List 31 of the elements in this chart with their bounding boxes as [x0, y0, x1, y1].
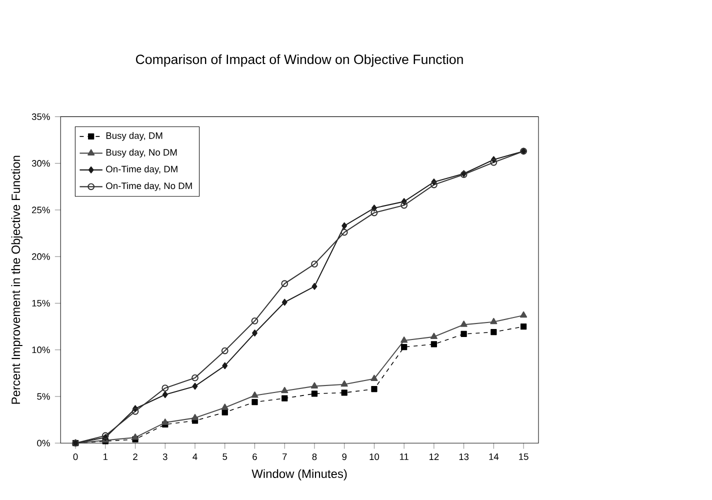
x-tick-label: 8 — [312, 454, 317, 460]
legend-label: Busy day, DM — [106, 132, 162, 141]
x-tick-label: 11 — [400, 454, 408, 460]
x-tick-label: 4 — [192, 454, 198, 460]
x-tick-label: 13 — [459, 454, 469, 460]
x-tick-label: 3 — [162, 454, 168, 460]
y-axis-title: Percent Improvement in the Objective Function — [11, 156, 22, 404]
y-tick-label: 0% — [37, 440, 50, 446]
x-tick-label: 14 — [489, 454, 499, 460]
chart-title: Comparison of Impact of Window on Objective Function — [136, 54, 463, 67]
x-tick-label: 10 — [370, 454, 380, 460]
y-tick-label: 10% — [32, 346, 50, 354]
x-tick-label: 15 — [519, 454, 528, 460]
x-axis-title: Window (Minutes) — [252, 469, 347, 480]
y-tick-label: 30% — [32, 160, 50, 167]
x-tick-label: 6 — [252, 454, 257, 460]
y-tick-label: 35% — [32, 113, 50, 120]
x-tick-label: 1 — [104, 454, 108, 460]
legend-label: On-Time day, DM — [106, 166, 178, 174]
x-tick-label: 9 — [342, 454, 346, 460]
x-tick-label: 2 — [133, 454, 138, 460]
y-tick-label: 20% — [32, 253, 50, 260]
x-tick-label: 5 — [222, 454, 228, 460]
y-tick-label: 15% — [32, 300, 50, 307]
legend-label: Busy day, No DM — [106, 148, 177, 158]
x-tick-label: 0 — [73, 454, 78, 460]
x-tick-label: 12 — [429, 454, 439, 460]
y-tick-label: 25% — [32, 206, 50, 214]
y-tick-label: 5% — [37, 393, 50, 400]
legend-label: On-Time day, No DM — [106, 182, 192, 192]
x-tick-label: 7 — [282, 454, 287, 460]
